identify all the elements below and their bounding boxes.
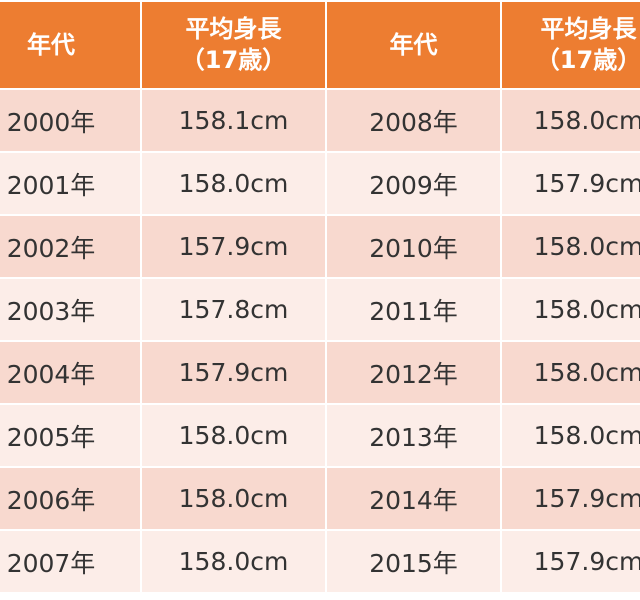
table-row: 2001年 158.0cm 2009年 157.9cm [0,151,640,216]
table-cell: 2013年 [325,403,502,468]
header-text: 平均身長 [185,15,282,43]
header-text: 平均身長 [540,15,637,43]
table-row: 2006年 158.0cm 2014年 157.9cm [0,466,640,531]
table-cell: 158.0cm [500,340,640,405]
table-cell: 158.0cm [500,403,640,468]
table-row: 2007年 158.0cm 2015年 157.9cm [0,529,640,594]
table-cell: 157.9cm [140,214,327,279]
table-cell: 2007年 [0,529,142,594]
table-cell: 2006年 [0,466,142,531]
header-row: 年代 平均身長 （17歳） 年代 平均身長 （17歳） [0,0,640,90]
table-row: 2000年 158.1cm 2008年 158.0cm [0,88,640,153]
table-cell: 2010年 [325,214,502,279]
table-cell: 2011年 [325,277,502,342]
header-text: 年代 [389,30,438,59]
table-cell: 2015年 [325,529,502,594]
table-cell: 158.0cm [500,277,640,342]
table-cell: 2001年 [0,151,142,216]
table-cell: 2003年 [0,277,142,342]
table-cell: 2002年 [0,214,142,279]
header-cell: 平均身長 （17歳） [500,0,640,90]
table-cell: 2012年 [325,340,502,405]
table-cell: 158.0cm [140,403,327,468]
table-cell: 158.1cm [140,88,327,153]
table-cell: 157.9cm [140,340,327,405]
table-cell: 2014年 [325,466,502,531]
table-cell: 2008年 [325,88,502,153]
table-cell: 2009年 [325,151,502,216]
table-row: 2005年 158.0cm 2013年 158.0cm [0,403,640,468]
table-cell: 158.0cm [500,88,640,153]
header-cell: 平均身長 （17歳） [140,0,327,90]
table-row: 2004年 157.9cm 2012年 158.0cm [0,340,640,405]
header-text: （17歳） [535,46,640,74]
table-cell: 157.8cm [140,277,327,342]
header-cell: 年代 [0,0,142,90]
header-text: （17歳） [180,46,287,74]
table-cell: 2005年 [0,403,142,468]
table-cell: 158.0cm [500,214,640,279]
header-text: 年代 [27,30,75,59]
table-row: 2002年 157.9cm 2010年 158.0cm [0,214,640,279]
table-cell: 2000年 [0,88,142,153]
table-cell: 2004年 [0,340,142,405]
table-cell: 157.9cm [500,466,640,531]
table-cell: 158.0cm [140,529,327,594]
table-cell: 158.0cm [140,151,327,216]
table-cell: 157.9cm [500,529,640,594]
header-cell: 年代 [325,0,502,90]
table-row: 2003年 157.8cm 2011年 158.0cm [0,277,640,342]
table-cell: 157.9cm [500,151,640,216]
table-cell: 158.0cm [140,466,327,531]
